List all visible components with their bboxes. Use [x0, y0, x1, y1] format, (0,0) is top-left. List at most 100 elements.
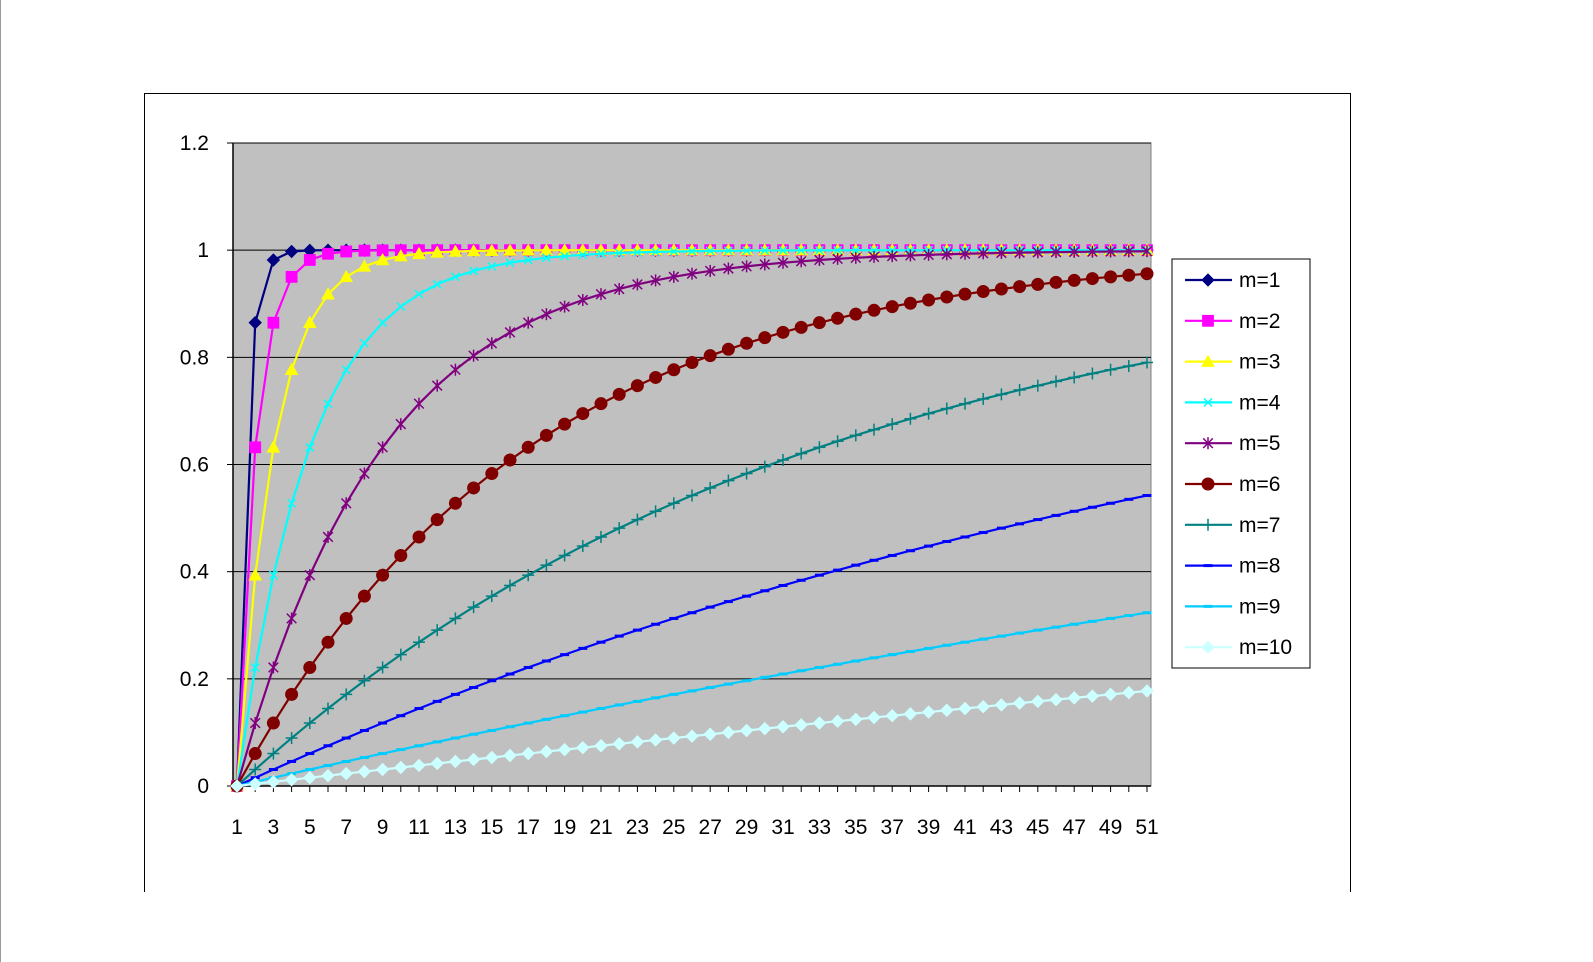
x-tick-label: 1 [231, 816, 243, 839]
data-point [612, 387, 626, 401]
legend-item: m=5 [1185, 432, 1280, 455]
data-point [321, 635, 335, 649]
data-point [1031, 379, 1044, 392]
data-point [904, 412, 917, 425]
data-point [849, 307, 863, 321]
data-point [303, 254, 316, 266]
data-point [922, 407, 935, 420]
data-point [576, 540, 589, 553]
data-point [795, 447, 808, 460]
data-point [339, 766, 353, 781]
data-point [704, 264, 716, 277]
data-point [721, 342, 735, 356]
data-point [448, 496, 462, 510]
data-point [721, 725, 736, 740]
data-point [612, 737, 626, 751]
data-point [685, 355, 699, 369]
legend-label: m=1 [1239, 269, 1280, 292]
data-point [921, 705, 936, 719]
data-point [267, 316, 280, 329]
legend-item: m=9 [1185, 595, 1280, 618]
data-point [267, 747, 280, 760]
legend-item: m=4 [1185, 391, 1281, 414]
legend-label: m=4 [1239, 391, 1281, 414]
legend: m=1 m=2 m=3 m=4 m=5 m=6 m=7 m=8 m=9 m=10 [1171, 258, 1311, 669]
data-point [396, 302, 406, 312]
data-point [668, 270, 680, 283]
data-point [286, 612, 297, 625]
data-point [504, 579, 516, 592]
data-point [430, 245, 445, 258]
data-point [649, 370, 663, 384]
data-point [813, 441, 826, 454]
data-point [266, 440, 281, 453]
data-point [705, 246, 715, 256]
legend-item: m=3 [1185, 351, 1280, 374]
x-tick-label: 41 [953, 816, 976, 839]
data-point [430, 513, 444, 527]
line-chart: 00.20.40.60.811.21 3 5 7 9 11 13 15 17 19 21 23 25 27… [180, 132, 1311, 839]
legend-label: m=9 [1239, 595, 1280, 618]
data-point [996, 246, 1007, 259]
data-point [268, 661, 279, 674]
data-point [266, 253, 281, 267]
data-point [1068, 245, 1080, 258]
x-tick-label: 35 [844, 816, 867, 839]
data-point [741, 260, 752, 273]
data-point [431, 624, 444, 637]
legend-marker [1202, 518, 1214, 531]
data-point [833, 245, 843, 255]
data-point [1067, 273, 1081, 287]
data-point [357, 764, 372, 779]
x-tick-label: 45 [1026, 816, 1049, 839]
data-point [812, 716, 827, 730]
y-tick-label: 1.2 [180, 132, 209, 155]
data-point [560, 251, 570, 261]
data-point [831, 311, 845, 325]
data-point [1140, 267, 1154, 281]
data-point [340, 245, 353, 258]
data-point [450, 363, 461, 376]
data-point [940, 290, 954, 304]
data-point [393, 249, 408, 262]
legend-marker [1201, 273, 1215, 287]
data-point [995, 388, 1008, 401]
data-point [704, 481, 717, 494]
x-tick-label: 31 [771, 816, 794, 839]
data-point [868, 423, 880, 436]
data-point [795, 255, 807, 268]
data-point [723, 262, 734, 275]
data-point [959, 247, 971, 260]
data-point [1104, 270, 1118, 284]
data-point [432, 279, 442, 289]
data-point [578, 250, 588, 260]
data-point [849, 712, 863, 727]
data-point [742, 246, 752, 256]
data-point [976, 284, 990, 298]
legend-marker [1202, 437, 1214, 450]
legend-marker [1203, 397, 1213, 407]
data-point [359, 467, 370, 480]
data-point [687, 246, 697, 256]
data-point [1105, 245, 1116, 258]
y-tick-label: 0.2 [180, 668, 209, 691]
x-tick-label: 9 [377, 816, 389, 839]
data-point [285, 270, 298, 283]
data-point [412, 246, 426, 260]
series-m=8 [232, 493, 1152, 788]
series-markers [231, 356, 1153, 792]
x-tick-label: 33 [808, 816, 831, 839]
legend-item: m=2 [1185, 310, 1280, 333]
data-point [686, 489, 698, 502]
data-point [303, 770, 317, 785]
data-point [594, 739, 608, 753]
data-point [1122, 268, 1136, 282]
x-tick-label: 49 [1099, 816, 1122, 839]
data-point [268, 570, 278, 580]
data-point [977, 247, 989, 260]
data-point [248, 747, 262, 761]
data-point [539, 243, 554, 256]
data-point [868, 250, 880, 263]
y-tick-label: 0 [197, 775, 209, 798]
legend-item: m=8 [1185, 555, 1280, 578]
